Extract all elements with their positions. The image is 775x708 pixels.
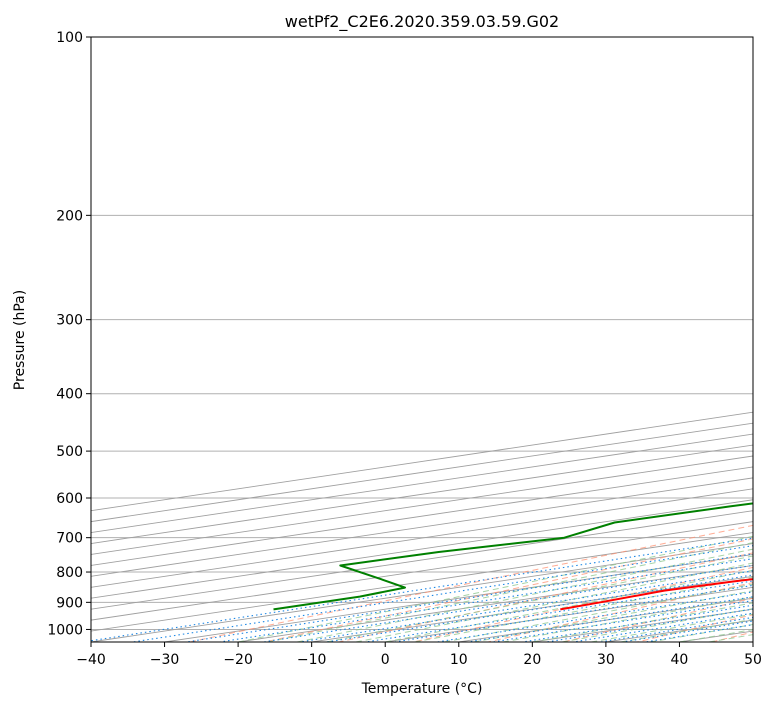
y-tick-label: 400 [56, 387, 83, 403]
x-tick-label: 0 [381, 652, 390, 668]
isotherm-line [91, 532, 753, 632]
x-axis-label: Temperature (°C) [361, 681, 483, 697]
plot-frame [90, 36, 754, 643]
mixing-ratio-line [91, 537, 753, 642]
y-tick-label: 1000 [47, 622, 83, 638]
isotherm-line [91, 488, 753, 588]
x-tick-label: −10 [297, 652, 327, 668]
mixing-ratio-line [365, 580, 753, 642]
dry-adiabat [264, 538, 753, 642]
x-tick-label: 10 [450, 652, 468, 668]
x-tick-label: −40 [76, 652, 106, 668]
isotherm-line [91, 444, 753, 544]
moist-adiabat [238, 535, 753, 642]
plot-area [91, 37, 753, 642]
mixing-ratio-line [436, 591, 753, 642]
chart-title: wetPf2_C2E6.2020.359.03.59.G02 [285, 12, 559, 32]
y-tick-label: 800 [56, 565, 83, 581]
isotherm-line [91, 455, 753, 555]
isotherm-line [91, 466, 753, 566]
isotherm-line [91, 477, 753, 577]
y-tick-label: 200 [56, 208, 83, 224]
dewpoint-profile [273, 502, 753, 611]
y-tick-label: 700 [56, 531, 83, 547]
isotherm-line [91, 510, 753, 610]
y-tick-label: 500 [56, 444, 83, 460]
axes: −40 −30 −20 −10 0 10 20 30 40 50 100 200 300 400 500 60… [47, 30, 762, 668]
x-tick-label: 30 [597, 652, 615, 668]
y-tick-label: 300 [56, 313, 83, 329]
isotherm-line [91, 499, 753, 599]
x-tick-label: −20 [223, 652, 253, 668]
y-tick-label: 900 [56, 595, 83, 611]
x-tick-label: −30 [150, 652, 180, 668]
dry-adiabat [189, 524, 753, 642]
x-tick-label: 40 [671, 652, 689, 668]
y-axis-label: Pressure (hPa) [12, 290, 28, 390]
isotherm-line [91, 521, 753, 621]
mixing-ratio-line [492, 600, 753, 642]
y-tick-label: 600 [56, 491, 83, 507]
y-tick-label: 100 [56, 30, 83, 46]
mixing-ratio-line [299, 570, 753, 642]
x-tick-label: 20 [523, 652, 541, 668]
x-tick-label: 50 [744, 652, 762, 668]
